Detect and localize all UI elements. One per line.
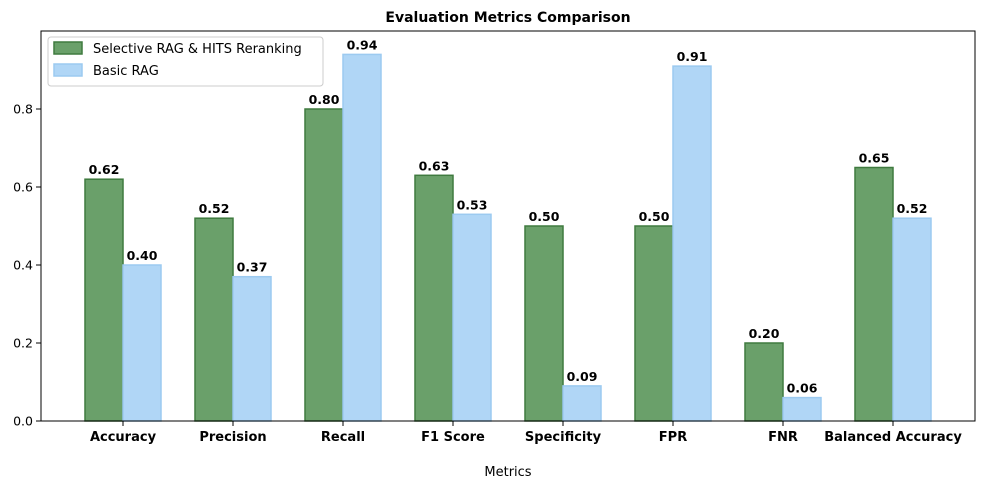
x-tick-label-fpr: FPR (659, 430, 687, 445)
bar-basic-rag-specificity (562, 385, 602, 422)
y-tick-label-2: 0.4 (13, 258, 33, 273)
data-label-selective-rag-hits-reranking-recall: 0.80 (309, 92, 340, 107)
y-axis: 0.0 0.2 0.4 0.6 0.8 (13, 102, 41, 429)
data-label-basic-rag-specificity: 0.09 (567, 369, 598, 384)
data-labels-group: 0.62 0.40 0.52 0.37 0.80 0.94 0.63 0.53 0.50 0.09… (89, 37, 928, 395)
legend: Selective RAG & HITS Reranking Basic RAG (47, 36, 324, 87)
y-tick-label-0: 0.0 (13, 414, 33, 429)
bar-basic-rag-accuracy (122, 264, 162, 422)
bar-basic-rag-balanced-accuracy (892, 217, 932, 422)
data-label-selective-rag-hits-reranking-specificity: 0.50 (529, 209, 560, 224)
legend-label-basic-rag: Basic RAG (93, 64, 159, 79)
bar-selective-rag-hits-reranking-fpr (634, 225, 674, 422)
plot-frame (40, 30, 976, 422)
data-label-selective-rag-hits-reranking-accuracy: 0.62 (89, 162, 120, 177)
bar-selective-rag-hits-reranking-specificity (524, 225, 564, 422)
data-label-basic-rag-fpr: 0.91 (677, 49, 708, 64)
bar-selective-rag-hits-reranking-precision (194, 217, 234, 422)
data-label-basic-rag-precision: 0.37 (237, 260, 268, 275)
chart-title: Evaluation Metrics Comparison (385, 10, 630, 26)
x-tick-label-fnr: FNR (768, 430, 798, 445)
y-tick-label-1: 0.2 (13, 336, 33, 351)
x-tick-label-specificity: Specificity (525, 430, 602, 445)
bar-selective-rag-hits-reranking-recall (304, 108, 344, 422)
x-tick-label-f1-score: F1 Score (421, 430, 485, 445)
data-label-selective-rag-hits-reranking-balanced-accuracy: 0.65 (859, 151, 890, 166)
x-axis: Accuracy Precision Recall F1 Score Specifici… (90, 421, 962, 445)
bar-basic-rag-recall (342, 53, 382, 422)
legend-swatch-basic-rag (53, 63, 83, 77)
x-tick-label-recall: Recall (321, 430, 365, 445)
bar-basic-rag-f1-score (452, 213, 492, 422)
data-label-basic-rag-accuracy: 0.40 (127, 248, 158, 263)
data-label-selective-rag-hits-reranking-fpr: 0.50 (639, 209, 670, 224)
y-tick-label-4: 0.8 (13, 102, 33, 117)
legend-swatch-selective-rag (53, 41, 83, 55)
x-axis-label: Metrics (484, 465, 531, 480)
bar-selective-rag-hits-reranking-balanced-accuracy (854, 166, 894, 422)
legend-label-selective-rag: Selective RAG & HITS Reranking (93, 42, 302, 57)
x-tick-label-accuracy: Accuracy (90, 430, 157, 445)
bar-basic-rag-fpr (672, 65, 712, 422)
x-tick-label-precision: Precision (199, 430, 266, 445)
bar-selective-rag-hits-reranking-fnr (744, 342, 784, 422)
bar-selective-rag-hits-reranking-f1-score (414, 174, 454, 422)
data-label-selective-rag-hits-reranking-precision: 0.52 (199, 201, 230, 216)
bar-basic-rag-precision (232, 275, 272, 422)
data-label-basic-rag-balanced-accuracy: 0.52 (897, 201, 928, 216)
data-label-selective-rag-hits-reranking-f1-score: 0.63 (419, 158, 450, 173)
y-tick-label-3: 0.6 (13, 180, 33, 195)
data-label-selective-rag-hits-reranking-fnr: 0.20 (749, 326, 780, 341)
data-label-basic-rag-f1-score: 0.53 (457, 197, 488, 212)
bars-group (84, 53, 932, 422)
x-tick-label-balanced-accuracy: Balanced Accuracy (824, 430, 962, 445)
legend-box (47, 36, 324, 87)
bar-basic-rag-fnr (782, 396, 822, 422)
data-label-basic-rag-recall: 0.94 (347, 37, 378, 52)
bar-selective-rag-hits-reranking-accuracy (84, 178, 124, 422)
data-label-basic-rag-fnr: 0.06 (787, 381, 818, 396)
